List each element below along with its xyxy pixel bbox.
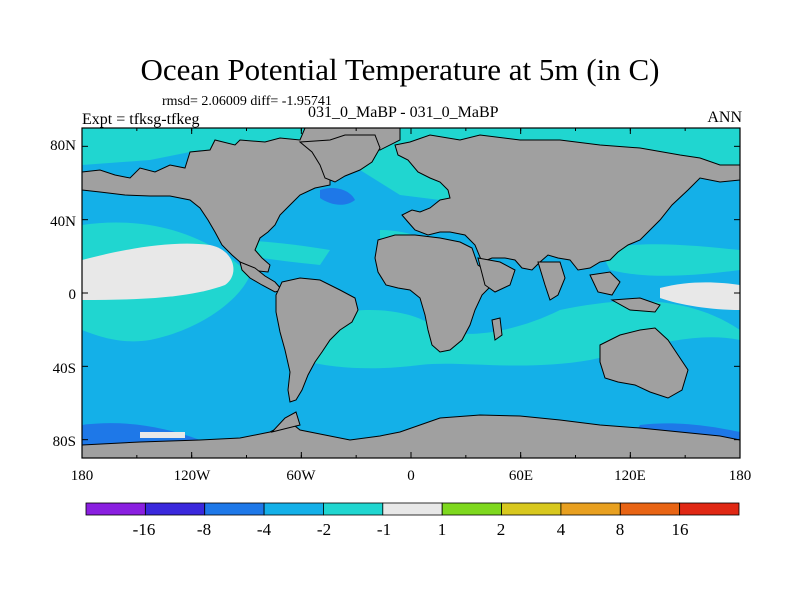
colorbar-label: 4 bbox=[556, 520, 566, 539]
landmass-south-america bbox=[275, 277, 359, 403]
lat-label-80n: 80N bbox=[50, 138, 76, 154]
colorbar-label: -2 bbox=[316, 520, 332, 539]
colorbar-label: -1 bbox=[376, 520, 392, 539]
lon-label-120e: 120E bbox=[614, 468, 646, 484]
lon-label-120w: 120W bbox=[173, 468, 211, 484]
colorbar-swatch bbox=[501, 502, 562, 516]
lat-label-80s: 80S bbox=[52, 434, 76, 450]
colorbar-swatch bbox=[204, 502, 265, 516]
colorbar-label: 16 bbox=[671, 520, 689, 539]
lon-label-0: 0 bbox=[407, 468, 415, 484]
lon-label-180e: 180 bbox=[728, 468, 752, 484]
colorbar-label: -16 bbox=[132, 520, 156, 539]
landmass-australia bbox=[599, 327, 689, 399]
landmass-antarctic-peninsula bbox=[270, 411, 301, 433]
ocean-warm-regions bbox=[82, 243, 740, 438]
experiment-label: Expt = tfksg-tfkeg bbox=[82, 111, 200, 128]
lon-label-60w: 60W bbox=[286, 468, 316, 484]
axis-ticks bbox=[81, 128, 741, 458]
colorbar-swatch bbox=[619, 502, 681, 516]
landmass-africa bbox=[374, 234, 493, 353]
landmass-madagascar bbox=[491, 317, 503, 341]
colorbar-swatch bbox=[263, 502, 324, 516]
season-label: ANN bbox=[707, 109, 742, 126]
lat-label-40s: 40S bbox=[52, 361, 76, 377]
lat-label-40n: 40N bbox=[50, 214, 76, 230]
colorbar-swatch bbox=[560, 502, 621, 516]
colorbar-label: 2 bbox=[496, 520, 506, 539]
landmass-greenland bbox=[298, 134, 381, 183]
colorbar-swatch bbox=[323, 502, 384, 516]
landmass-indonesia bbox=[610, 297, 661, 313]
colorbar-label: 8 bbox=[615, 520, 625, 539]
landmass-antarctica bbox=[82, 414, 740, 458]
colorbar-swatch bbox=[441, 502, 502, 516]
land-masses bbox=[82, 128, 740, 458]
stats-text: rmsd= 2.06009 diff= -1.95741 bbox=[162, 94, 332, 109]
landmass-arabia bbox=[477, 257, 516, 293]
colorbar-swatch bbox=[144, 502, 206, 516]
lat-label-0: 0 bbox=[68, 287, 77, 303]
colorbar-swatch bbox=[85, 502, 146, 516]
landmass-se-asia bbox=[589, 271, 621, 296]
landmass-eurasia bbox=[394, 134, 740, 271]
plot-title: Ocean Potential Temperature at 5m (in C) bbox=[140, 52, 660, 87]
colorbar-swatch bbox=[382, 502, 443, 516]
cases-label: 031_0_MaBP - 031_0_MaBP bbox=[308, 104, 499, 121]
colorbar-label: -8 bbox=[196, 520, 212, 539]
lon-label-180w: 180 bbox=[70, 468, 94, 484]
colorbar-label: 1 bbox=[437, 520, 447, 539]
colorbar-label: -4 bbox=[256, 520, 272, 539]
map-area bbox=[82, 128, 740, 458]
colorbar-swatch bbox=[679, 502, 740, 516]
landmass-india bbox=[537, 261, 566, 301]
colorbar bbox=[85, 502, 740, 516]
lon-label-60e: 60E bbox=[508, 468, 534, 484]
